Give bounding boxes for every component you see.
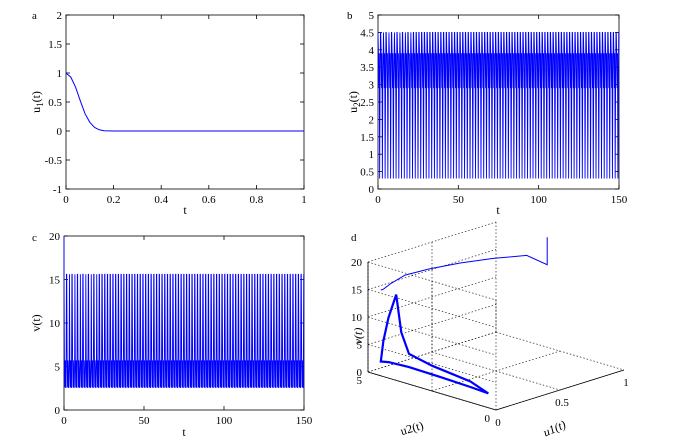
y-tick-label-c: 5 <box>55 362 61 374</box>
panel-label-c: c <box>32 232 37 244</box>
x-tick-label-c: 150 <box>296 415 313 427</box>
y-tick-label-b: 2 <box>369 114 375 126</box>
y-tick-label-a: 1.5 <box>48 39 62 51</box>
y-axis-label-a-tail: (t) <box>29 91 43 102</box>
y-tick-label-b: 4 <box>369 45 375 57</box>
y-tick-label-b: 3.5 <box>360 62 374 74</box>
z-tick-label: 0 <box>357 367 363 379</box>
series-line-v <box>63 236 305 388</box>
x-axis-label-d-text: u1(t) <box>541 417 568 439</box>
y-axis-label-c: v(t) <box>29 314 43 331</box>
y-tick-label-b: 3 <box>369 80 375 92</box>
x-tick-label-b: 0 <box>375 194 381 206</box>
x-tick-label-b: 150 <box>611 194 628 206</box>
z-axis-label-d-text: v(t) <box>351 328 365 345</box>
panel-label-a: a <box>32 10 37 22</box>
x-axis-label-a: t <box>183 203 187 217</box>
x-tick-label-a: 0.2 <box>107 194 121 206</box>
z-tick-label: 10 <box>351 312 363 324</box>
grid-line-v-back <box>367 276 497 318</box>
x-axis-label-d: u1(t) <box>541 417 568 439</box>
limit-cycle-3d <box>379 294 489 395</box>
trajectory-line-3d <box>380 237 548 291</box>
u1-tick-label: 1 <box>623 377 629 389</box>
y-tick-label-a: 0 <box>57 126 63 138</box>
u1-axis-line <box>495 369 625 411</box>
ticks-a: 0 0.2 0.4 0.6 0.8 1 -1 -0.5 0 0.5 1 1.5 2 <box>45 10 307 206</box>
ticks-c: 0 50 100 150 0 5 10 15 20 <box>49 231 313 427</box>
series-line-u2 <box>377 31 620 179</box>
z-tick-label: 5 <box>357 340 363 352</box>
y-axis-label-a-main: u <box>29 107 43 113</box>
x-tick-label-b: 50 <box>453 194 465 206</box>
y-axis-label-d-text: u2(t) <box>399 418 425 438</box>
z-axis-label-d: v(t) <box>351 328 365 345</box>
x-axis-label-b: t <box>496 203 500 217</box>
y-tick-label-b: 1 <box>369 149 375 161</box>
x-tick-label-a: 0.4 <box>154 194 168 206</box>
x-tick-label-c: 50 <box>139 415 151 427</box>
x-tick-label-a: 0.6 <box>202 194 216 206</box>
u2-tick-label: 0 <box>485 413 491 425</box>
panel-label-d: d <box>351 232 357 244</box>
y-tick-label-c: 10 <box>49 318 61 330</box>
z-tick-label: 20 <box>351 257 363 269</box>
y-axis-label-b: u2(t) <box>346 91 362 113</box>
u2-tick-label: 5 <box>357 375 363 387</box>
y-axis-label-c-tail: (t) <box>29 314 43 325</box>
grid-line-u2-floor <box>431 350 561 392</box>
y-tick-label-a: 2 <box>57 10 63 22</box>
u1-tick-label: 0.5 <box>555 397 569 409</box>
y-axis-label-b-sub: 2 <box>352 102 362 107</box>
x-tick-label-a: 0 <box>63 194 69 206</box>
x-tick-label-b: 100 <box>530 194 547 206</box>
plot-frame-a <box>65 14 305 190</box>
ticks-b: 0 50 100 150 0 0.5 1 1.5 2 2.5 3 3.5 4 4.5 5 <box>360 10 628 206</box>
y-tick-label-c: 15 <box>49 275 61 287</box>
x-tick-label-a: 0.8 <box>250 194 264 206</box>
y-tick-label-a: -0.5 <box>45 155 63 167</box>
x-axis-label-c: t <box>182 425 186 439</box>
grid-3d <box>367 221 625 411</box>
y-tick-label-a: 0.5 <box>48 97 62 109</box>
u1-tick-label: 0 <box>495 417 501 429</box>
series-line-u1 <box>65 72 304 132</box>
y-tick-label-b: 5 <box>369 10 375 22</box>
x-tick-label-c: 100 <box>216 415 233 427</box>
y-tick-label-b: 2.5 <box>360 97 374 109</box>
y-axis-label-b-tail: (t) <box>346 91 360 102</box>
x-tick-label-c: 0 <box>61 415 67 427</box>
y-tick-label-b: 4.5 <box>360 27 374 39</box>
y-tick-label-c: 0 <box>55 405 61 417</box>
grid-line-v-left <box>367 344 497 383</box>
u2-axis-line <box>367 371 497 411</box>
y-axis-label-b-main: u <box>346 107 360 113</box>
y-axis-label-a: u1(t) <box>29 91 45 113</box>
z-tick-label: 15 <box>351 285 363 297</box>
y-tick-label-b: 0 <box>369 184 375 196</box>
panel-a: a 0 0.2 0.4 0.6 0.8 1-1-0.500.511.52 t u1(t) <box>29 10 307 217</box>
x-tick-label-a: 1 <box>301 194 307 206</box>
y-axis-label-c-main: v <box>29 326 43 332</box>
grid-line-v-back <box>367 249 497 290</box>
y-tick-label-b: 1.5 <box>360 132 374 144</box>
grid-line-u2-floor <box>367 331 497 373</box>
grid-line-v-left <box>367 316 497 356</box>
y-axis-label-a-sub: 1 <box>35 102 45 107</box>
panel-label-b: b <box>347 10 353 22</box>
y-axis-label-d: u2(t) <box>399 418 425 438</box>
y-tick-label-a: -1 <box>53 184 62 196</box>
y-tick-label-b: 0.5 <box>360 167 374 179</box>
panel-c: c 0 50 100 150 0 5 10 15 20 t v(t) <box>29 231 313 439</box>
y-tick-label-c: 20 <box>49 231 61 243</box>
y-tick-label-a: 1 <box>57 68 63 80</box>
